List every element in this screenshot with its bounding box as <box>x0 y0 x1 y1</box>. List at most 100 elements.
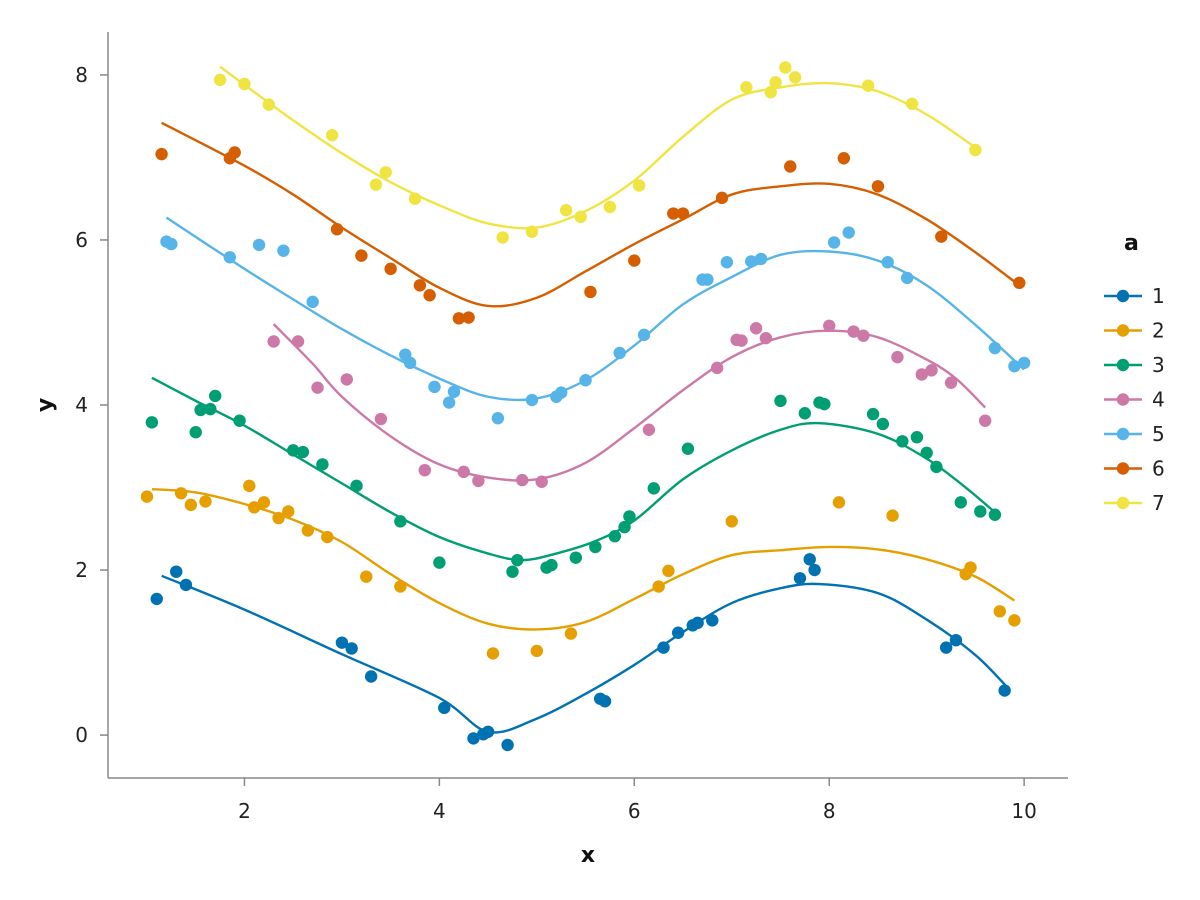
data-point-series-3 <box>569 551 583 564</box>
legend-marker-2 <box>1116 324 1130 337</box>
data-point-series-5 <box>223 251 237 264</box>
data-point-series-3 <box>988 508 1002 521</box>
data-point-series-4 <box>749 322 763 335</box>
data-point-series-5 <box>579 374 592 387</box>
legend-label-6: 6 <box>1152 457 1165 481</box>
legend-marker-3 <box>1116 358 1130 372</box>
data-point-series-5 <box>165 237 178 251</box>
data-point-series-6 <box>628 254 641 267</box>
data-point-series-7 <box>238 77 251 91</box>
data-point-series-4 <box>642 423 656 436</box>
data-point-series-6 <box>452 312 466 325</box>
data-point-series-5 <box>554 386 568 399</box>
y-tick-label: 8 <box>75 63 88 87</box>
data-point-series-6 <box>228 146 241 159</box>
data-point-series-6 <box>837 152 851 165</box>
data-point-series-6 <box>384 262 397 276</box>
data-point-series-1 <box>364 670 378 683</box>
data-point-series-7 <box>496 231 509 244</box>
data-point-series-2 <box>272 511 285 525</box>
y-tick-label: 2 <box>75 558 88 582</box>
fit-line-series-5 <box>165 216 1025 402</box>
data-point-series-5 <box>428 380 441 394</box>
legend-marker-7 <box>1116 496 1130 510</box>
data-point-series-2 <box>282 505 295 518</box>
data-point-series-2 <box>394 580 407 593</box>
data-point-series-6 <box>413 279 427 292</box>
data-point-series-2 <box>199 495 212 508</box>
data-point-series-4 <box>457 465 470 479</box>
data-point-series-2 <box>993 605 1006 618</box>
data-point-series-4 <box>710 361 724 375</box>
data-point-series-2 <box>184 498 198 512</box>
data-point-series-3 <box>511 553 524 567</box>
data-point-series-7 <box>905 97 919 110</box>
data-point-series-2 <box>247 501 261 514</box>
data-point-series-4 <box>291 335 305 348</box>
legend-label-3: 3 <box>1152 353 1165 377</box>
data-point-series-4 <box>374 412 388 426</box>
data-point-series-7 <box>369 178 383 191</box>
data-point-series-5 <box>720 256 734 269</box>
data-point-series-3 <box>209 389 222 403</box>
data-point-series-3 <box>681 442 695 455</box>
data-point-series-5 <box>900 271 914 285</box>
data-point-series-3 <box>506 565 519 578</box>
data-point-series-5 <box>613 346 626 360</box>
data-point-series-5 <box>403 356 417 370</box>
data-point-series-1 <box>467 732 480 745</box>
data-point-series-5 <box>827 236 841 249</box>
data-point-series-7 <box>379 166 392 179</box>
data-point-series-7 <box>788 71 802 84</box>
fit-lines <box>151 65 1025 734</box>
data-point-series-1 <box>671 626 685 639</box>
data-point-series-5 <box>745 255 758 268</box>
data-point-series-6 <box>155 147 168 161</box>
data-point-series-2 <box>486 647 500 660</box>
data-point-series-7 <box>603 200 617 214</box>
data-point-series-4 <box>857 329 870 342</box>
data-point-series-7 <box>262 98 276 111</box>
data-point-series-1 <box>150 592 163 606</box>
data-points <box>140 61 1031 752</box>
data-point-series-3 <box>433 556 446 569</box>
data-point-series-3 <box>920 446 933 460</box>
data-point-series-4 <box>516 473 529 487</box>
data-point-series-2 <box>652 580 665 593</box>
data-point-series-5 <box>491 412 505 425</box>
data-point-series-3 <box>896 435 909 448</box>
data-point-series-6 <box>584 285 597 299</box>
fit-line-series-6 <box>161 121 1020 308</box>
data-point-series-5 <box>842 226 855 239</box>
data-point-series-1 <box>793 572 807 585</box>
data-point-series-7 <box>574 210 587 224</box>
data-point-series-3 <box>876 417 890 431</box>
legend-marker-4 <box>1116 393 1130 406</box>
data-point-series-3 <box>394 515 407 528</box>
data-point-series-2 <box>725 515 738 528</box>
data-point-series-7 <box>632 179 646 192</box>
x-axis-title: x <box>581 843 595 868</box>
data-point-series-6 <box>715 191 729 205</box>
data-point-series-2 <box>321 530 334 544</box>
data-point-series-5 <box>701 273 714 286</box>
data-point-series-3 <box>316 458 329 471</box>
data-point-series-5 <box>525 393 539 407</box>
x-axis-ticks: 2 4 6 8 10 <box>238 778 1037 823</box>
data-point-series-5 <box>881 256 894 269</box>
data-point-series-4 <box>267 335 280 348</box>
data-point-series-3 <box>194 403 207 417</box>
data-point-series-3 <box>866 407 880 421</box>
data-point-series-5 <box>447 385 461 398</box>
data-point-series-4 <box>535 475 548 488</box>
data-point-series-2 <box>564 627 578 640</box>
data-point-series-2 <box>243 479 256 493</box>
y-tick-label: 4 <box>75 393 88 417</box>
data-point-series-6 <box>676 207 690 220</box>
data-point-series-7 <box>779 61 792 74</box>
data-point-series-6 <box>423 289 436 302</box>
data-point-series-6 <box>784 160 797 173</box>
x-tick-label: 10 <box>1011 799 1036 823</box>
data-point-series-4 <box>340 373 353 386</box>
data-point-series-7 <box>740 81 753 94</box>
